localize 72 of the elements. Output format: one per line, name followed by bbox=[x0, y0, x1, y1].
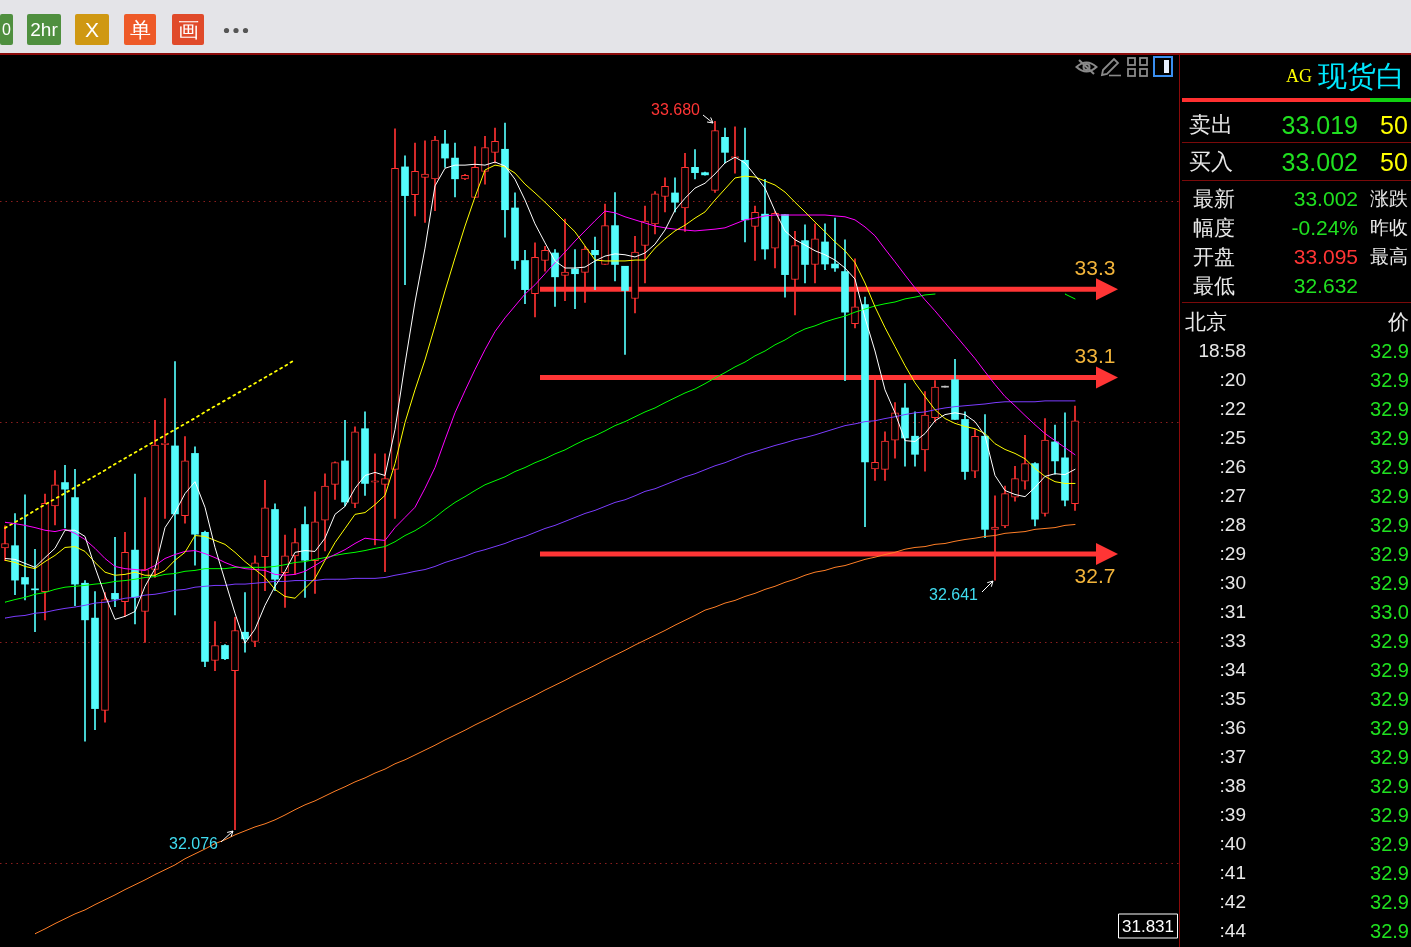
text: 卖出 bbox=[1189, 112, 1233, 138]
text: 开盘 bbox=[1193, 244, 1235, 270]
text: :39 bbox=[1219, 804, 1246, 826]
text: 北京 bbox=[1185, 309, 1227, 335]
text: 33.019 bbox=[1281, 110, 1358, 140]
text: :27 bbox=[1219, 485, 1246, 507]
text: 32.9 bbox=[1370, 571, 1409, 595]
text: 32.9 bbox=[1370, 745, 1409, 769]
text: AG bbox=[1286, 66, 1312, 87]
text: -0.24% bbox=[1291, 215, 1358, 241]
text: :36 bbox=[1219, 717, 1246, 739]
text: 32.9 bbox=[1370, 658, 1409, 682]
text: 50 bbox=[1380, 110, 1408, 140]
text: 32.9 bbox=[1370, 484, 1409, 508]
ref-line-label: 33.1 bbox=[1074, 344, 1116, 368]
text: 32.9 bbox=[1370, 716, 1409, 740]
text: 31.831 bbox=[1122, 916, 1174, 936]
text: 32.9 bbox=[1370, 803, 1409, 827]
text: 32.9 bbox=[1370, 687, 1409, 711]
text: :34 bbox=[1219, 659, 1246, 681]
ref-line-label: 33.3 bbox=[1074, 255, 1116, 279]
text: 50 bbox=[1380, 147, 1408, 177]
text: 涨跌 bbox=[1370, 188, 1408, 210]
text: 32.9 bbox=[1370, 368, 1409, 392]
text: :25 bbox=[1219, 427, 1246, 449]
text: :42 bbox=[1219, 891, 1246, 913]
annotation: 32.641 bbox=[929, 586, 979, 604]
text: 32.9 bbox=[1370, 832, 1409, 856]
text: X bbox=[84, 17, 99, 42]
text: 昨收 bbox=[1370, 217, 1408, 239]
annotation: 32.076 bbox=[169, 835, 219, 853]
text: :37 bbox=[1219, 746, 1246, 768]
text: 最低 bbox=[1193, 273, 1235, 299]
text: 32.9 bbox=[1370, 861, 1409, 885]
text: 33.0 bbox=[1370, 600, 1409, 624]
legend-label: 32.7 bbox=[1074, 563, 1116, 587]
text: 32.9 bbox=[1370, 397, 1409, 421]
text: :44 bbox=[1219, 920, 1246, 942]
text: :29 bbox=[1219, 543, 1246, 565]
text: 现货白 bbox=[1318, 60, 1405, 94]
text: 32.9 bbox=[1370, 774, 1409, 798]
text: 32.9 bbox=[1370, 629, 1409, 653]
text: :28 bbox=[1219, 514, 1246, 536]
text: 最新 bbox=[1193, 186, 1235, 212]
text: 买入 bbox=[1189, 149, 1233, 175]
annotation: 33.680 bbox=[651, 101, 701, 119]
text: 32.9 bbox=[1370, 542, 1409, 566]
text: 0 bbox=[2, 20, 11, 39]
text: :41 bbox=[1219, 862, 1246, 884]
text: 32.9 bbox=[1370, 339, 1409, 363]
text: :38 bbox=[1219, 775, 1246, 797]
text: 33.095 bbox=[1293, 244, 1358, 270]
text: :33 bbox=[1219, 630, 1246, 652]
text: 价 bbox=[1388, 309, 1409, 335]
text: :20 bbox=[1219, 369, 1246, 391]
text: :35 bbox=[1219, 688, 1246, 710]
text: :22 bbox=[1219, 398, 1246, 420]
text: 33.002 bbox=[1281, 147, 1358, 177]
text: :26 bbox=[1219, 456, 1246, 478]
text: 33.002 bbox=[1293, 186, 1358, 212]
text: 32.9 bbox=[1370, 513, 1409, 537]
text: :31 bbox=[1219, 601, 1246, 623]
text: 32.632 bbox=[1293, 273, 1358, 299]
text: :40 bbox=[1219, 833, 1246, 855]
text: 18:58 bbox=[1198, 340, 1246, 362]
text: 32.9 bbox=[1370, 455, 1409, 479]
text: 32.9 bbox=[1370, 426, 1409, 450]
text: 32.9 bbox=[1370, 890, 1409, 914]
text: 最高 bbox=[1370, 246, 1408, 268]
text: :30 bbox=[1219, 572, 1246, 594]
text: 32.9 bbox=[1370, 919, 1409, 943]
text: 幅度 bbox=[1193, 215, 1235, 241]
